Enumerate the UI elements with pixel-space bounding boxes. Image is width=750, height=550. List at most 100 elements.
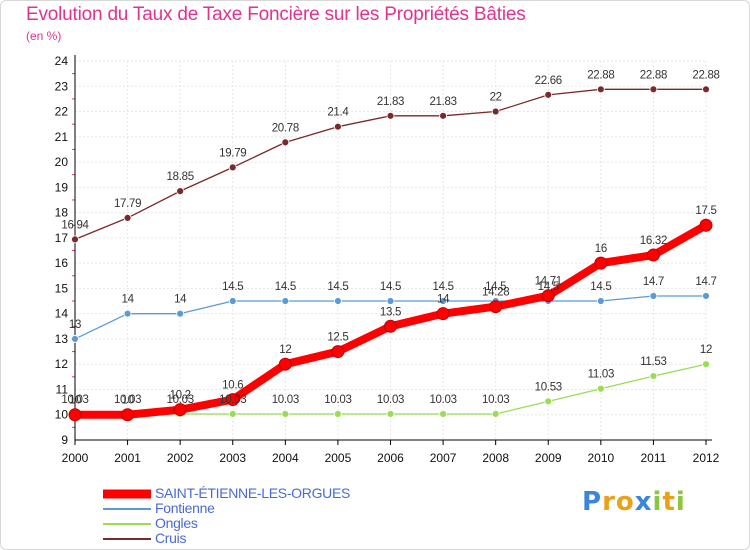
- data-label-1: 14: [174, 294, 187, 306]
- data-point-3: [649, 85, 658, 94]
- series-layer: [68, 85, 713, 422]
- data-point-0: [68, 408, 82, 422]
- data-label-2: 10.03: [272, 394, 299, 406]
- x-tick-label: 2011: [641, 451, 667, 465]
- data-point-0: [173, 403, 187, 417]
- data-label-0: 12: [279, 344, 291, 356]
- data-point-0: [436, 307, 450, 321]
- y-tick-label: 19: [55, 180, 69, 194]
- x-tick-label: 2012: [693, 451, 720, 465]
- data-label-1: 14.5: [432, 281, 453, 293]
- y-tick-label: 14: [55, 307, 69, 321]
- x-tick-label: 2001: [114, 451, 141, 465]
- data-point-2: [281, 410, 290, 418]
- data-label-3: 22.66: [535, 75, 562, 87]
- logo-letter: x: [634, 487, 653, 517]
- data-point-0: [594, 256, 608, 270]
- data-label-2: 10.03: [61, 394, 88, 406]
- y-tick-label: 16: [55, 256, 69, 270]
- data-point-3: [491, 107, 500, 116]
- data-point-2: [702, 360, 710, 369]
- data-label-0: 14: [437, 294, 450, 306]
- data-label-3: 22.88: [587, 69, 614, 81]
- legend-label: SAINT-ÉTIENNE-LES-ORGUES: [155, 485, 351, 501]
- x-tick-label: 2004: [272, 451, 299, 465]
- y-tick-label: 12: [55, 357, 69, 371]
- data-point-3: [71, 235, 79, 244]
- x-tick-label: 2008: [482, 451, 509, 465]
- data-point-2: [596, 384, 605, 393]
- chart-title: Evolution du Taux de Taxe Foncière sur l…: [26, 4, 526, 25]
- x-tick-label: 2010: [587, 451, 614, 465]
- logo-letter: P: [582, 487, 603, 517]
- y-tick-label: 22: [55, 105, 69, 119]
- data-point-3: [439, 111, 447, 120]
- data-label-3: 21.83: [429, 96, 456, 108]
- data-label-1: 14.5: [538, 281, 559, 293]
- data-label-2: 10.03: [114, 394, 141, 406]
- y-tick-label: 10: [55, 408, 69, 422]
- data-point-0: [699, 218, 713, 232]
- data-label-2: 10.03: [429, 394, 456, 406]
- data-label-3: 20.78: [272, 122, 299, 134]
- y-tick-label: 24: [55, 54, 69, 68]
- y-tick-label: 21: [55, 130, 69, 144]
- data-label-0: 17.5: [695, 205, 716, 217]
- data-label-0: 16.32: [640, 235, 667, 247]
- legend-swatch: [103, 522, 151, 525]
- legend-label: Cruis: [155, 530, 187, 546]
- data-point-2: [386, 410, 395, 418]
- data-label-2: 10.03: [324, 394, 351, 406]
- data-label-0: 10.2: [170, 390, 191, 402]
- data-label-2: 11.03: [588, 369, 614, 381]
- data-point-1: [702, 292, 710, 300]
- data-point-0: [226, 393, 240, 407]
- data-point-3: [334, 122, 342, 131]
- data-label-1: 14.5: [275, 281, 296, 293]
- data-label-2: 10.03: [377, 394, 404, 406]
- x-tick-label: 2000: [62, 451, 89, 465]
- logo-letter: t: [662, 487, 676, 517]
- data-point-3: [386, 111, 395, 120]
- data-label-0: 13.5: [380, 306, 401, 318]
- data-label-1: 14.5: [590, 281, 611, 293]
- data-labels: 10 10 10.2 10.6 12 12.5 13.5 14 14.28 14.71 16 16.3…: [61, 69, 720, 406]
- data-label-3: 19.79: [219, 147, 246, 159]
- data-label-0: 10.6: [222, 380, 243, 392]
- data-label-3: 22: [490, 92, 502, 104]
- x-tick-label: 2006: [377, 451, 404, 465]
- logo-letter: i: [675, 487, 686, 517]
- data-label-0: 12.5: [327, 332, 348, 344]
- data-label-1: 14.5: [485, 281, 506, 293]
- data-label-2: 10.53: [535, 381, 562, 393]
- data-point-2: [334, 410, 342, 418]
- data-label-1: 14.7: [643, 276, 664, 288]
- data-point-1: [176, 309, 185, 318]
- data-point-0: [278, 357, 292, 371]
- data-point-3: [702, 85, 710, 94]
- data-point-3: [596, 85, 605, 94]
- y-tick-label: 13: [55, 332, 69, 346]
- data-label-2: 10.03: [219, 394, 246, 406]
- legend-label: Ongles: [155, 515, 198, 531]
- data-point-1: [228, 297, 237, 305]
- data-point-3: [544, 90, 553, 99]
- data-label-1: 14.7: [695, 276, 716, 288]
- logo-letter: i: [652, 487, 663, 517]
- legend-label: Fontienne: [155, 500, 215, 516]
- data-label-1: 14.5: [327, 281, 348, 293]
- data-point-1: [71, 335, 79, 343]
- data-point-0: [384, 319, 397, 333]
- data-label-2: 11.53: [640, 356, 666, 368]
- data-label-3: 22.88: [640, 69, 667, 81]
- y-tick-label: 17: [55, 231, 69, 245]
- data-point-3: [123, 214, 132, 222]
- data-point-3: [176, 187, 185, 196]
- data-point-1: [386, 297, 395, 305]
- data-point-2: [544, 397, 553, 406]
- x-tick-label: 2003: [219, 451, 246, 465]
- data-label-3: 16.94: [61, 219, 89, 231]
